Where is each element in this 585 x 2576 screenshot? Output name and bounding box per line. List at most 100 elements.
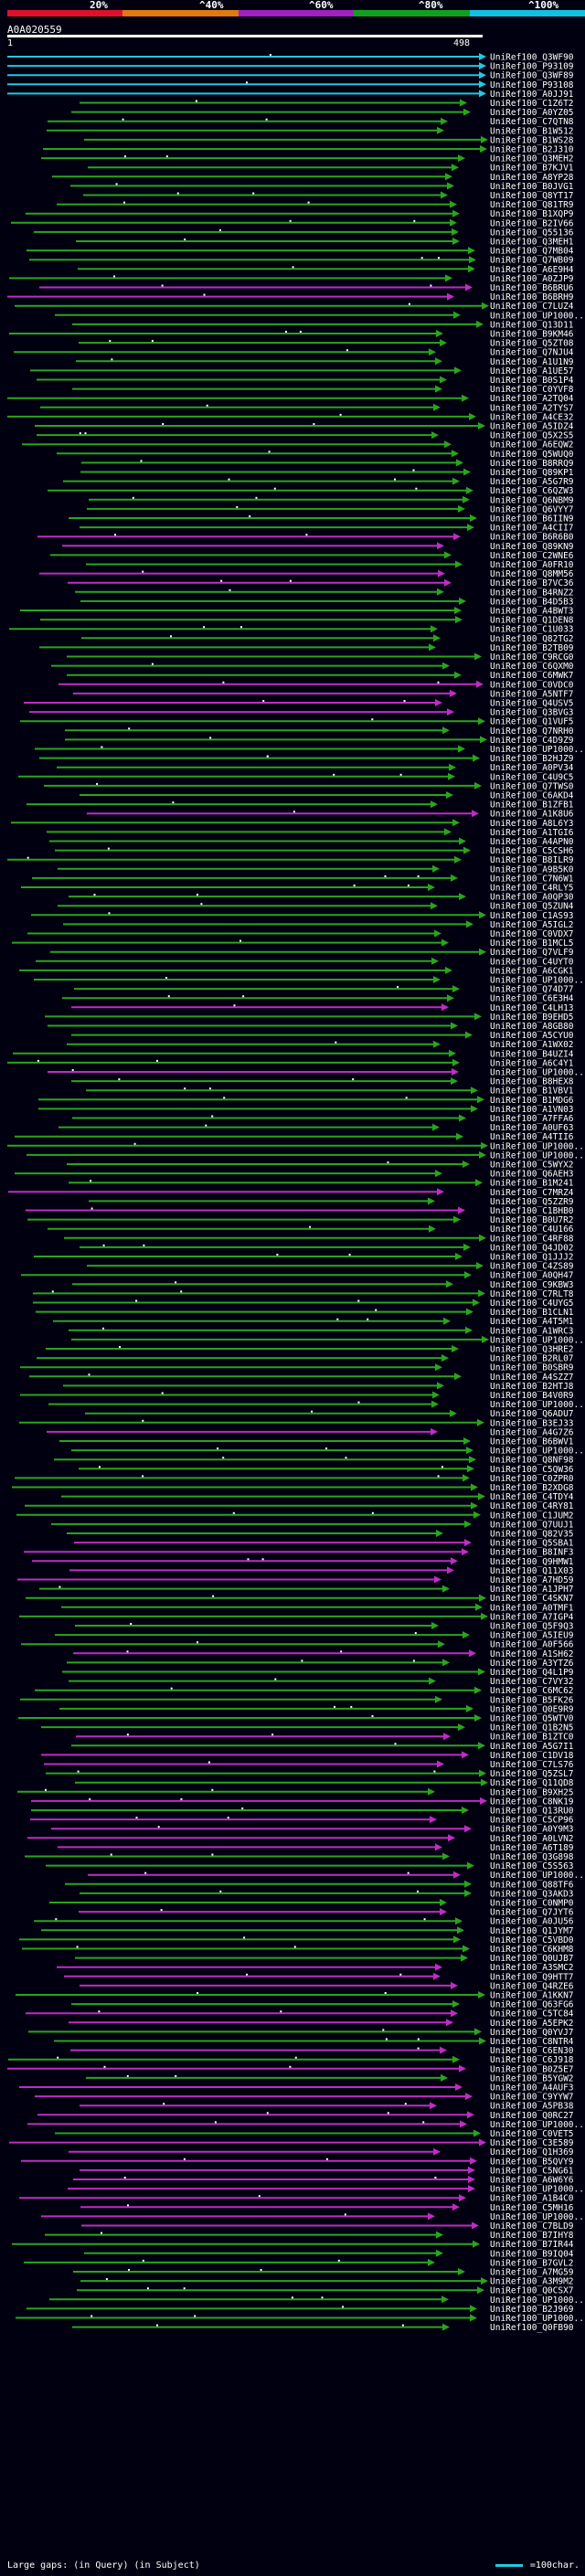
- hit-id-label[interactable]: UniRef100_Q9HTT7: [490, 1972, 574, 1982]
- hit-id-label[interactable]: UniRef100_B8INF3: [490, 1548, 574, 1558]
- hit-row[interactable]: UniRef100_C4UYG5: [33, 1299, 574, 1309]
- hit-row[interactable]: UniRef100_C5NG61: [80, 2166, 574, 2176]
- hit-row[interactable]: UniRef100_A8GB80: [48, 1022, 574, 1032]
- hit-id-label[interactable]: UniRef100_B1ZFB1: [490, 800, 574, 811]
- hit-id-label[interactable]: UniRef100_B6BWV1: [490, 1437, 574, 1447]
- hit-id-label[interactable]: UniRef100_C0VDC0: [490, 680, 574, 690]
- hit-id-label[interactable]: UniRef100_A0JU56: [490, 1917, 574, 1927]
- hit-row[interactable]: UniRef100_C1DV18: [41, 1751, 574, 1761]
- hit-id-label[interactable]: UniRef100_A8L6Y3: [490, 819, 574, 829]
- hit-id-label[interactable]: UniRef100_A4BWT3: [490, 607, 574, 617]
- hit-row[interactable]: UniRef100_B2J310: [43, 145, 574, 155]
- hit-row[interactable]: UniRef100_C5CSH6: [55, 846, 574, 856]
- hit-id-label[interactable]: UniRef100_Q11X03: [490, 1566, 574, 1576]
- hit-row[interactable]: UniRef100_A0ZJP9: [9, 274, 574, 284]
- hit-id-label[interactable]: UniRef100_A0QH47: [490, 1271, 574, 1281]
- hit-id-label[interactable]: UniRef100_B0U7R2: [490, 1215, 574, 1225]
- hit-row[interactable]: UniRef100_B0Z5E7: [7, 2064, 574, 2074]
- hit-row[interactable]: UniRef100_A4BWT3: [20, 607, 574, 617]
- hit-id-label[interactable]: UniRef100_A5CYU0: [490, 1031, 574, 1041]
- hit-id-label[interactable]: UniRef100_A0QP30: [490, 893, 574, 903]
- hit-row[interactable]: UniRef100_B8RRQ9: [81, 459, 574, 469]
- hit-id-label[interactable]: UniRef100_B2TB09: [490, 643, 574, 653]
- hit-row[interactable]: UniRef100_Q82TG2: [81, 634, 574, 644]
- hit-row[interactable]: UniRef100_C4RF88: [64, 1234, 574, 1244]
- hit-id-label[interactable]: UniRef100_A5NTF7: [490, 689, 574, 699]
- hit-id-label[interactable]: UniRef100_A4SZZ7: [490, 1373, 574, 1383]
- hit-row[interactable]: UniRef100_Q0CSX7: [77, 2286, 574, 2296]
- hit-id-label[interactable]: UniRef100_C6J918: [490, 2055, 574, 2065]
- hit-id-label[interactable]: UniRef100_C5S563: [490, 1861, 574, 1871]
- hit-row[interactable]: UniRef100_A4T5M1: [53, 1317, 574, 1327]
- hit-row[interactable]: UniRef100_Q0FB90: [72, 2323, 574, 2333]
- hit-row[interactable]: UniRef100_A1K8U6: [87, 810, 574, 820]
- hit-row[interactable]: UniRef100_C5S563: [46, 1861, 574, 1871]
- hit-id-label[interactable]: UniRef100_A7MG59: [490, 2268, 574, 2278]
- hit-row[interactable]: UniRef100_C7QTN8: [48, 117, 574, 127]
- hit-id-label[interactable]: UniRef100_Q5WUQ0: [490, 450, 574, 460]
- hit-row[interactable]: UniRef100_A8YP28: [52, 173, 574, 183]
- hit-id-label[interactable]: UniRef100_Q5ZUN4: [490, 902, 574, 912]
- hit-id-label[interactable]: UniRef100_A7IGP4: [490, 1612, 574, 1622]
- hit-id-label[interactable]: UniRef100_C8NK19: [490, 1797, 574, 1807]
- hit-id-label[interactable]: UniRef100_A5G7R9: [490, 477, 574, 487]
- hit-row[interactable]: UniRef100_Q81TR9: [57, 200, 574, 210]
- hit-row[interactable]: UniRef100_UP1000...: [88, 1871, 585, 1881]
- hit-row[interactable]: UniRef100_B0JVG1: [70, 182, 574, 192]
- hit-row[interactable]: UniRef100_Q0E9R9: [59, 1704, 574, 1714]
- hit-row[interactable]: UniRef100_Q5X2S5: [37, 431, 574, 441]
- hit-row[interactable]: UniRef100_A5G7R9: [63, 477, 574, 487]
- hit-row[interactable]: UniRef100_Q7VLF9: [50, 948, 574, 958]
- hit-id-label[interactable]: UniRef100_UP1000...: [490, 2314, 585, 2324]
- hit-row[interactable]: UniRef100_A6T189: [58, 1843, 574, 1853]
- hit-row[interactable]: UniRef100_A0QP30: [69, 893, 574, 903]
- hit-row[interactable]: UniRef100_Q7WB09: [29, 256, 574, 266]
- hit-row[interactable]: UniRef100_C5CP96: [30, 1816, 574, 1826]
- hit-row[interactable]: UniRef100_A1UE57: [30, 366, 574, 376]
- hit-row[interactable]: UniRef100_Q1JYM7: [41, 1926, 574, 1936]
- hit-id-label[interactable]: UniRef100_Q1DEN8: [490, 616, 574, 626]
- hit-id-label[interactable]: UniRef100_B1MDG6: [490, 1096, 574, 1106]
- hit-row[interactable]: UniRef100_A5EPK2: [69, 2019, 574, 2029]
- hit-id-label[interactable]: UniRef100_Q5SBA1: [490, 1539, 574, 1549]
- hit-row[interactable]: UniRef100_A0JU56: [34, 1917, 574, 1927]
- hit-id-label[interactable]: UniRef100_C5WYX2: [490, 1161, 574, 1171]
- hit-id-label[interactable]: UniRef100_C4TDY4: [490, 1492, 574, 1502]
- hit-row[interactable]: UniRef100_B7IR44: [12, 2240, 574, 2250]
- hit-row[interactable]: UniRef100_A7HD59: [17, 1575, 574, 1585]
- hit-row[interactable]: UniRef100_A4AUF3: [19, 2083, 574, 2094]
- hit-id-label[interactable]: UniRef100_C5CSH6: [490, 846, 574, 856]
- hit-id-label[interactable]: UniRef100_B1VBV1: [490, 1087, 574, 1097]
- hit-row[interactable]: UniRef100_Q5WTV0: [18, 1714, 574, 1724]
- hit-row[interactable]: UniRef100_A1TGI6: [47, 828, 574, 838]
- hit-id-label[interactable]: UniRef100_UP1000...: [490, 1150, 585, 1161]
- hit-row[interactable]: UniRef100_B1VBV1: [86, 1087, 574, 1097]
- hit-id-label[interactable]: UniRef100_B6R6B0: [490, 533, 574, 543]
- hit-id-label[interactable]: UniRef100_Q4JD02: [490, 1243, 574, 1253]
- hit-id-label[interactable]: UniRef100_A1TGI6: [490, 828, 574, 838]
- hit-row[interactable]: UniRef100_B9XH25: [17, 1787, 574, 1797]
- hit-id-label[interactable]: UniRef100_C9KBW3: [490, 1280, 574, 1290]
- hit-row[interactable]: UniRef100_UP1000...: [16, 2314, 585, 2324]
- hit-id-label[interactable]: UniRef100_C5VBD0: [490, 1935, 574, 1945]
- hit-row[interactable]: UniRef100_C7MRZ4: [8, 1188, 574, 1198]
- hit-id-label[interactable]: UniRef100_Q74D77: [490, 985, 574, 995]
- hit-id-label[interactable]: UniRef100_Q5ZT08: [490, 339, 574, 349]
- hit-row[interactable]: UniRef100_B6BRH9: [7, 292, 574, 302]
- hit-row[interactable]: UniRef100_B0SBR9: [20, 1363, 574, 1373]
- hit-id-label[interactable]: UniRef100_C4U166: [490, 1224, 574, 1235]
- hit-row[interactable]: UniRef100_B1W512: [47, 126, 574, 136]
- hit-id-label[interactable]: UniRef100_B2RL07: [490, 1354, 574, 1364]
- hit-row[interactable]: UniRef100_C0YVF8: [72, 385, 574, 395]
- hit-row[interactable]: UniRef100_B2J969: [27, 2305, 574, 2315]
- hit-id-label[interactable]: UniRef100_Q89KN9: [490, 542, 574, 552]
- hit-row[interactable]: UniRef100_Q1JJJ2: [34, 1253, 574, 1263]
- hit-row[interactable]: UniRef100_Q5F9Q3: [75, 1622, 574, 1632]
- hit-row[interactable]: UniRef100_A0UF63: [58, 1123, 574, 1133]
- hit-row[interactable]: UniRef100_A1B4C0: [19, 2194, 574, 2204]
- hit-row[interactable]: UniRef100_B4D5B3: [80, 597, 574, 607]
- hit-row[interactable]: UniRef100_B1ZTC0: [76, 1733, 574, 1743]
- hit-row[interactable]: UniRef100_Q0YVJ7: [28, 2028, 574, 2038]
- hit-id-label[interactable]: UniRef100_B1CLN1: [490, 1308, 574, 1318]
- hit-id-label[interactable]: UniRef100_B7VC36: [490, 578, 574, 588]
